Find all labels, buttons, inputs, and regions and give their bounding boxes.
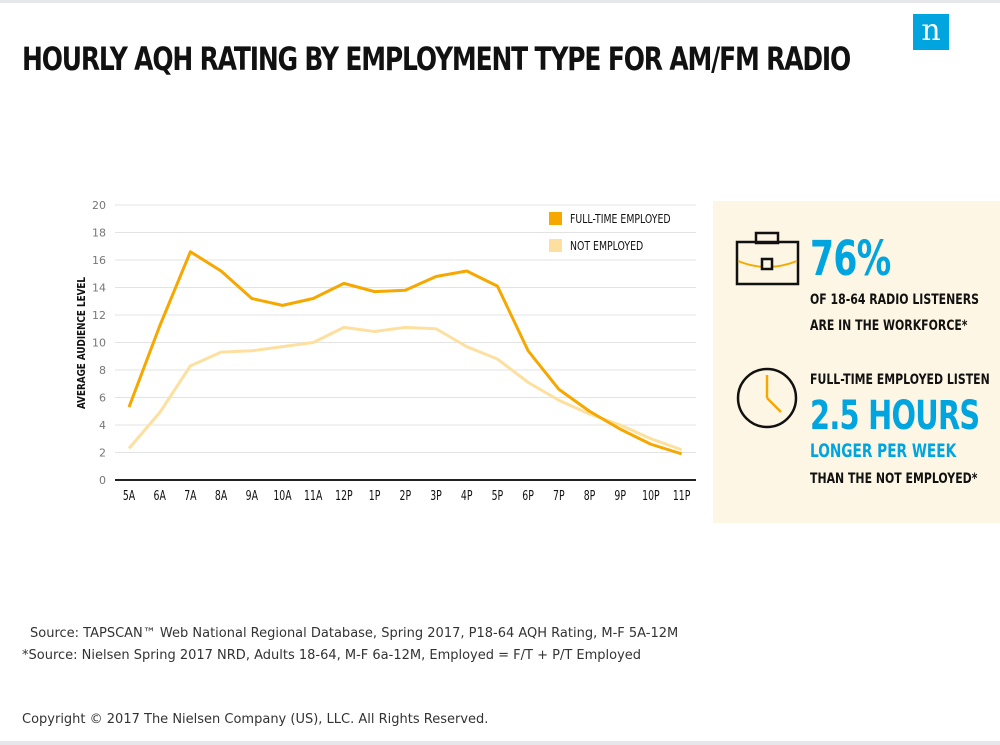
nielsen-logo: n — [913, 14, 949, 50]
x-tick-labels: 5A 6A 7A 8A 9A 10A 11A 12P 1P 2P 3P 4P 5P 6P 7P 8P 9P 10P… — [123, 487, 691, 503]
clock-icon — [736, 367, 798, 429]
x-tick-label: 3P — [430, 487, 442, 503]
copyright: Copyright © 2017 The Nielsen Company (US… — [22, 712, 489, 727]
x-tick-label: 6P — [522, 487, 534, 503]
workforce-text-line2: ARE IN THE WORKFORCE* — [810, 318, 968, 334]
legend-swatch-1 — [549, 239, 562, 252]
x-tick-label: 10P — [642, 487, 660, 503]
x-tick-label: 6A — [154, 487, 167, 503]
x-tick-label: 2P — [400, 487, 412, 503]
y-tick-label: 2 — [99, 447, 106, 460]
listen-intro: FULL-TIME EMPLOYED LISTEN — [810, 372, 990, 388]
series-line-1 — [127, 325, 683, 452]
workforce-percent: 76% — [810, 231, 891, 287]
x-tick-label: 7A — [184, 487, 197, 503]
x-tick-label: 7P — [553, 487, 565, 503]
y-tick-label: 6 — [99, 392, 106, 405]
legend-label-0: FULL-TIME EMPLOYED — [570, 212, 671, 226]
y-axis-label: AVERAGE AUDIENCE LEVEL — [76, 276, 88, 409]
x-tick-label: 12P — [335, 487, 353, 503]
y-tick-labels: 0 2 4 6 8 10 12 14 16 18 20 — [92, 199, 106, 487]
legend-label-1: NOT EMPLOYED — [570, 239, 643, 253]
workforce-text-line1: OF 18-64 RADIO LISTENERS — [810, 292, 980, 308]
source-note-2: *Source: Nielsen Spring 2017 NRD, Adults… — [22, 648, 642, 663]
listen-comparison: THAN THE NOT EMPLOYED* — [810, 471, 978, 487]
y-tick-label: 0 — [99, 474, 106, 487]
y-tick-label: 14 — [92, 282, 106, 295]
y-tick-label: 10 — [92, 337, 106, 350]
x-tick-label: 9A — [246, 487, 259, 503]
chart-legend: FULL-TIME EMPLOYED NOT EMPLOYED — [549, 212, 671, 253]
x-tick-label: 1P — [369, 487, 381, 503]
y-tick-label: 12 — [92, 309, 106, 322]
listen-longer: LONGER PER WEEK — [810, 440, 957, 462]
x-tick-label: 10A — [273, 487, 292, 503]
x-tick-label: 8P — [584, 487, 596, 503]
source-note-1: Source: TAPSCAN™ Web National Regional D… — [30, 626, 679, 641]
listen-hours: 2.5 HOURS — [810, 393, 980, 439]
bottom-rule — [0, 741, 1000, 745]
x-tick-label: 5A — [123, 487, 136, 503]
chart-grid — [115, 204, 696, 453]
y-tick-label: 20 — [92, 199, 106, 212]
series-lines — [127, 250, 683, 456]
y-tick-label: 16 — [92, 254, 106, 267]
aqh-line-chart: 0 2 4 6 8 10 12 14 16 18 20 5A 6A 7A 8A 9A 10A 11A 12P 1P 2… — [76, 199, 696, 503]
series-line-0 — [127, 250, 683, 456]
y-tick-label: 8 — [99, 364, 106, 377]
legend-swatch-0 — [549, 212, 562, 225]
x-tick-label: 11P — [673, 487, 691, 503]
x-tick-label: 11A — [304, 487, 323, 503]
x-tick-label: 8A — [215, 487, 228, 503]
y-tick-label: 18 — [92, 227, 106, 240]
x-tick-label: 4P — [461, 487, 473, 503]
x-tick-label: 5P — [492, 487, 504, 503]
top-rule — [0, 0, 1000, 3]
logo-letter: n — [921, 13, 941, 48]
page-title: HOURLY AQH RATING BY EMPLOYMENT TYPE FOR… — [22, 40, 851, 78]
x-tick-label: 9P — [614, 487, 626, 503]
y-tick-label: 4 — [99, 419, 106, 432]
briefcase-icon — [735, 231, 800, 286]
stats-panel: 76% OF 18-64 RADIO LISTENERS ARE IN THE … — [713, 201, 1000, 523]
